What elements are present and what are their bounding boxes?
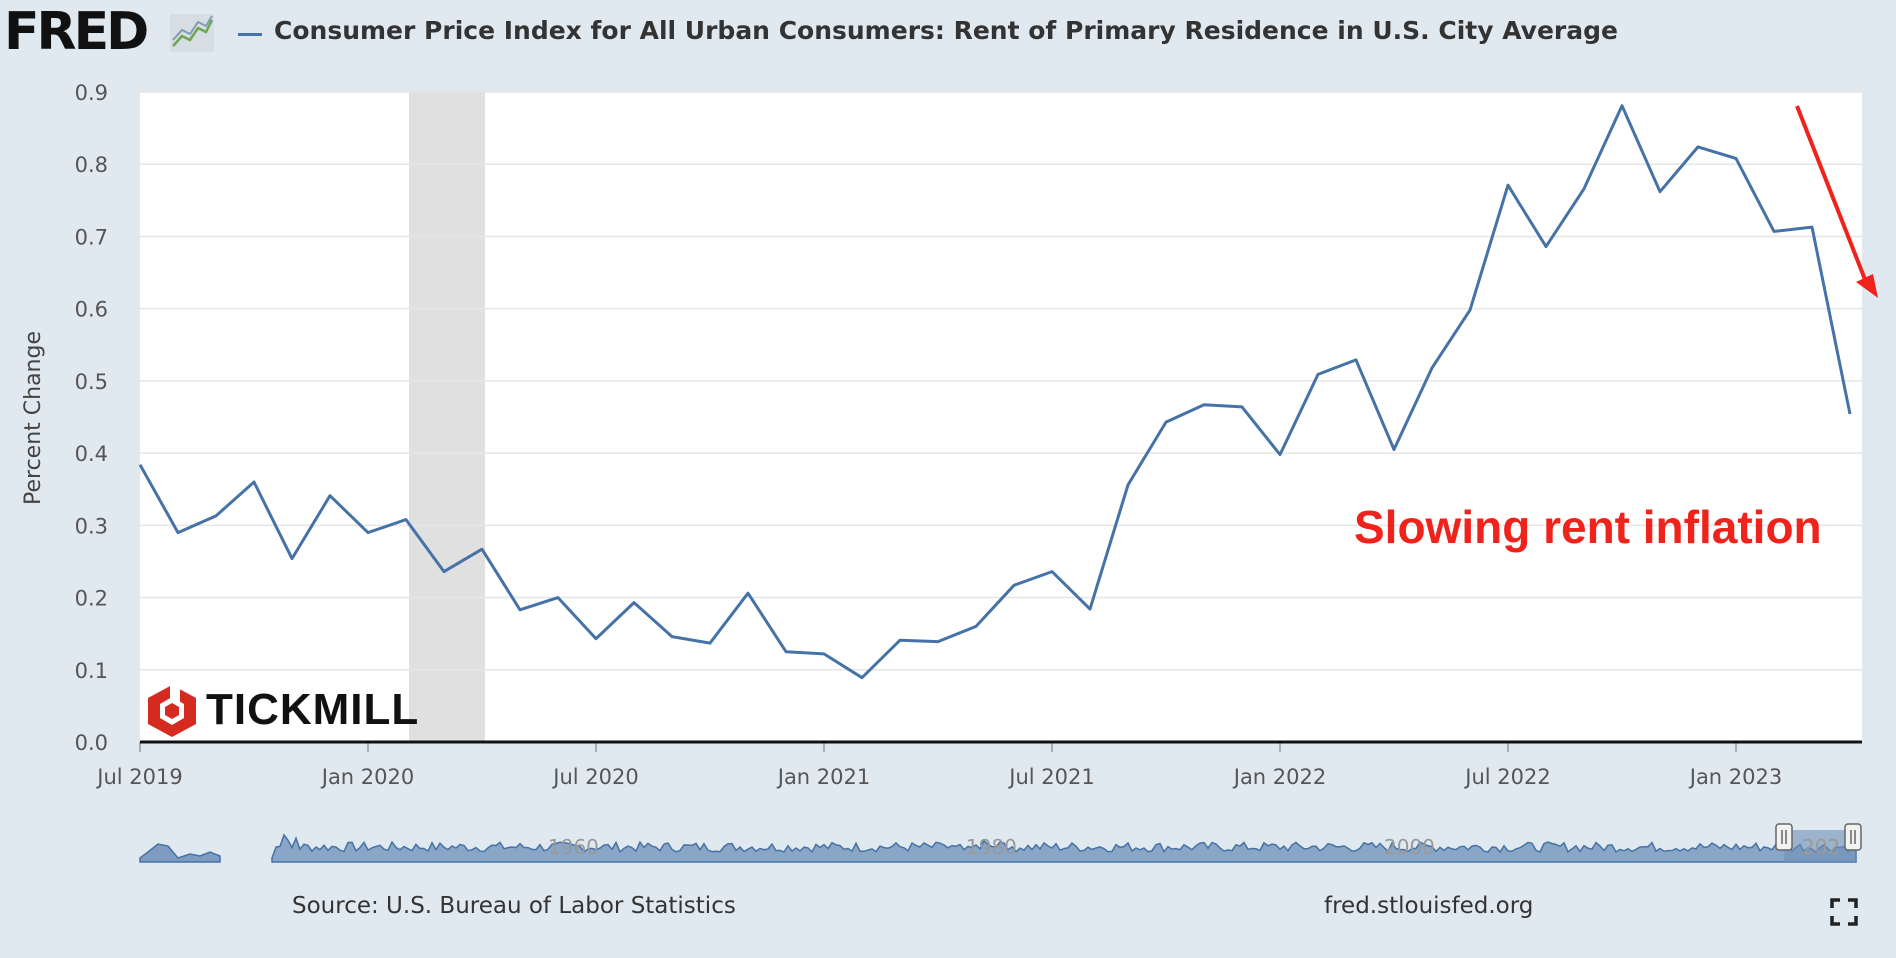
- recession-shading-group: [409, 92, 485, 742]
- navigator-left-handle[interactable]: [1775, 823, 1793, 851]
- y-axis-label: Percent Change: [21, 331, 46, 505]
- x-tick-label: Jul 2019: [95, 765, 182, 789]
- legend-line-swatch: [238, 33, 262, 36]
- navigator: 1960 1980 2000 202: [139, 812, 1862, 863]
- y-tick-label: 0.6: [75, 298, 108, 322]
- series-line: [138, 104, 1852, 680]
- tickmill-logo-icon: [148, 685, 196, 737]
- navigator-label-2020: 202: [1802, 835, 1840, 859]
- fred-logo[interactable]: FRED: [4, 2, 149, 62]
- y-tick-label: 0.4: [75, 442, 108, 466]
- slowing-rent-annotation: Slowing rent inflation: [1354, 501, 1822, 553]
- y-tick-label: 0.5: [75, 370, 108, 394]
- navigator-label-1980: 1980: [966, 835, 1017, 859]
- x-tick-label: Jan 2022: [1232, 765, 1327, 789]
- x-tick-label: Jan 2021: [776, 765, 871, 789]
- y-tick-label: 0.9: [75, 81, 108, 105]
- navigator-series-left: [139, 843, 221, 863]
- chart-title: Consumer Price Index for All Urban Consu…: [274, 16, 1618, 45]
- y-tick-label: 0.1: [75, 659, 108, 683]
- source-url[interactable]: fred.stlouisfed.org: [1324, 893, 1534, 919]
- tickmill-watermark: TICKMILL: [206, 685, 420, 734]
- x-tick-label: Jul 2020: [551, 765, 638, 789]
- navigator-right-handle[interactable]: [1844, 823, 1862, 851]
- y-tick-labels: 0.0 0.1 0.2 0.3 0.4 0.5 0.6 0.7 0.8 0.9: [75, 81, 108, 755]
- x-tick-label: Jul 2021: [1007, 765, 1094, 789]
- y-tick-label: 0.2: [75, 587, 108, 611]
- x-tick-label: Jan 2023: [1688, 765, 1783, 789]
- y-tick-label: 0.3: [75, 514, 108, 538]
- navigator-label-1960: 1960: [548, 835, 599, 859]
- fullscreen-icon[interactable]: [1830, 898, 1858, 926]
- source-text: Source: U.S. Bureau of Labor Statistics: [292, 893, 736, 919]
- plot-background: [140, 92, 1862, 742]
- y-tick-label: 0.8: [75, 153, 108, 177]
- x-tick-label: Jan 2020: [320, 765, 415, 789]
- red-arrow-annotation: [1795, 105, 1878, 298]
- y-tick-label: 0.0: [75, 731, 108, 755]
- series-group: [138, 104, 1852, 680]
- navigator-selected-range[interactable]: [1784, 830, 1856, 862]
- navigator-series-main: [271, 833, 1857, 863]
- navigator-label-2000: 2000: [1384, 835, 1435, 859]
- chart-lines-icon: [170, 14, 214, 52]
- y-tick-label: 0.7: [75, 225, 108, 249]
- recession-shading: [409, 92, 485, 742]
- x-tick-label: Jul 2022: [1463, 765, 1550, 789]
- header: FRED Consumer Price Index for All Urban …: [0, 0, 1896, 80]
- x-tick-labels: Jul 2019 Jan 2020 Jul 2020 Jan 2021 Jul 2021…: [95, 742, 1782, 789]
